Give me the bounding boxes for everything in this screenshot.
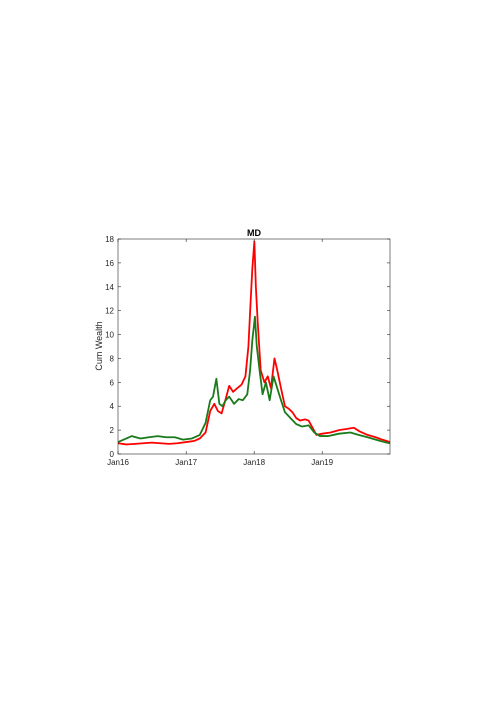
y-axis-ticks: 0 2 4 6 8 10 12 14 16 18 [105,235,390,459]
series-line-2 [118,315,390,445]
x-axis-ticks: Jan16 Jan17 Jan18 Jan19 [107,239,334,467]
y-tick-label: 8 [110,354,115,363]
y-axis-label: Cum Wealth [94,321,104,370]
x-tick-label: Jan18 [243,458,265,467]
y-tick-label: 10 [105,331,114,340]
y-tick-label: 6 [110,378,115,387]
y-tick-label: 4 [110,402,115,411]
y-tick-label: 2 [110,426,115,435]
chart-title: MD [247,228,261,238]
x-tick-label: Jan19 [311,458,333,467]
y-tick-label: 14 [105,283,114,292]
x-tick-label: Jan16 [107,458,129,467]
series-line-1 [118,240,390,446]
series-layer [118,240,390,446]
y-tick-label: 12 [105,307,114,316]
y-tick-label: 18 [105,235,114,244]
y-tick-label: 16 [105,259,114,268]
y-tick-label: 0 [110,450,115,459]
x-tick-label: Jan17 [175,458,197,467]
